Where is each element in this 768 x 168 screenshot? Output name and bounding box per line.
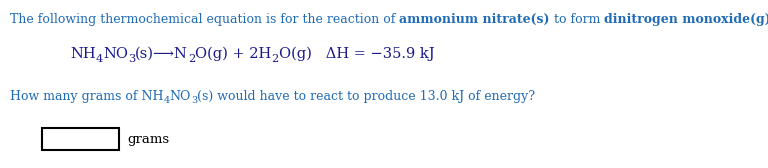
Text: NH: NH xyxy=(70,47,96,61)
Text: 4: 4 xyxy=(164,96,170,105)
Text: 2: 2 xyxy=(188,54,195,64)
Text: (s)⟶N: (s)⟶N xyxy=(135,47,188,61)
Text: 3: 3 xyxy=(191,96,197,105)
Text: 2: 2 xyxy=(272,54,279,64)
Bar xyxy=(42,128,119,150)
Text: How many grams of NH: How many grams of NH xyxy=(10,90,164,103)
Text: dinitrogen monoxide(g): dinitrogen monoxide(g) xyxy=(604,13,768,26)
Text: grams: grams xyxy=(127,133,169,146)
Text: to form: to form xyxy=(550,13,604,26)
Text: (s) would have to react to produce 13.0 kJ of energy?: (s) would have to react to produce 13.0 … xyxy=(197,90,535,103)
Text: NO: NO xyxy=(170,90,191,103)
Text: The following thermochemical equation is for the reaction of: The following thermochemical equation is… xyxy=(10,13,399,26)
Text: NO: NO xyxy=(103,47,128,61)
Text: ammonium nitrate(s): ammonium nitrate(s) xyxy=(399,13,550,26)
Text: O(g) + 2H: O(g) + 2H xyxy=(195,47,272,61)
Text: 4: 4 xyxy=(96,54,103,64)
Text: 3: 3 xyxy=(128,54,135,64)
Text: O(g)   ΔH = −35.9 kJ: O(g) ΔH = −35.9 kJ xyxy=(279,47,435,61)
